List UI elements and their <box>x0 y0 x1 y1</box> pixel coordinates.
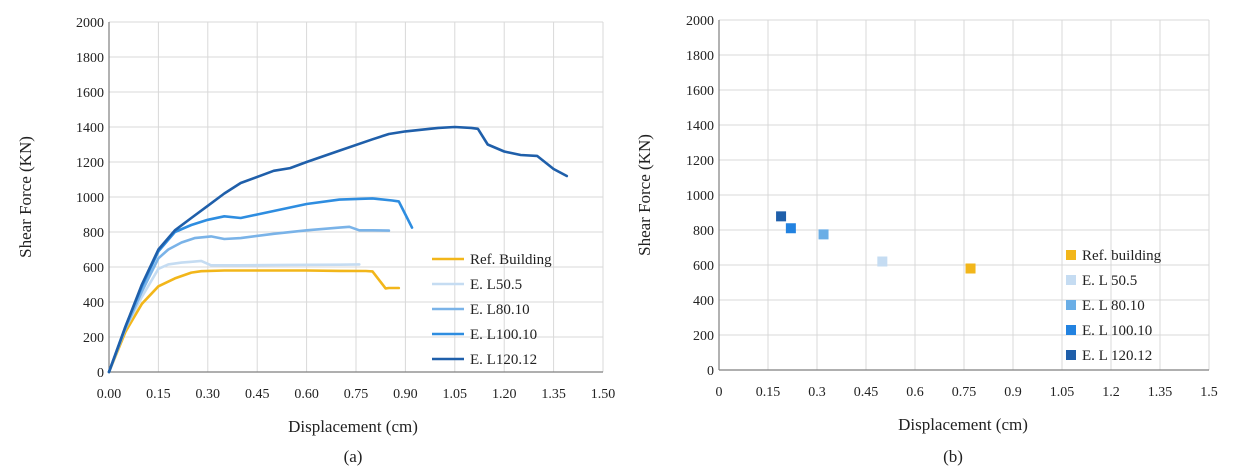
legend-label-e-l80-10: E. L80.10 <box>470 302 530 318</box>
chart-a-y-tick-label: 800 <box>83 226 104 241</box>
chart-b-y-tick-label: 1200 <box>686 154 714 169</box>
chart-b-x-tick-label: 0.9 <box>1004 385 1022 400</box>
legend-swatch-e-l-100-10 <box>1066 325 1076 335</box>
series-line-e-l50-5 <box>107 259 361 374</box>
chart-b-gridlines <box>718 19 1210 371</box>
legend-label-e-l50-5: E. L50.5 <box>470 277 522 293</box>
chart-b-y-tick-label: 1800 <box>686 49 714 64</box>
chart-a-y-tick-label: 1600 <box>76 86 104 101</box>
legend-label-e-l-50-5: E. L 50.5 <box>1082 273 1137 289</box>
chart-b-y-tick-label: 400 <box>693 294 714 309</box>
chart-a-x-axis-title: Displacement (cm) <box>288 417 418 436</box>
chart-a-y-tick-label: 1200 <box>76 156 104 171</box>
chart-a-legend: Ref. Building E. L50.5 E. L80.10 E. L100.10… <box>432 252 552 368</box>
series-line-e-l100-10 <box>107 197 414 374</box>
chart-a-x-tick-label: 0.90 <box>393 387 418 402</box>
data-point-e-l-50-5 <box>877 256 888 267</box>
legend-swatch-e-l-80-10 <box>1066 300 1076 310</box>
series-line-e-l120-12 <box>107 125 569 374</box>
chart-a-y-tick-label: 1000 <box>76 191 104 206</box>
chart-a-x-tick-label: 0.45 <box>245 387 270 402</box>
chart-a-x-tick-label: 0.15 <box>146 387 171 402</box>
chart-a-x-tick-label: 1.05 <box>443 387 468 402</box>
chart-b-y-tick-label: 800 <box>693 224 714 239</box>
chart-b-y-tick-label: 2000 <box>686 14 714 29</box>
chart-a-axes <box>108 22 603 373</box>
chart-a-y-tick-label: 600 <box>83 261 104 276</box>
chart-b-x-tick-label: 0.45 <box>854 385 879 400</box>
data-point-ref-building <box>965 263 976 274</box>
chart-b-y-tick-label: 200 <box>693 329 714 344</box>
chart-b-x-tick-label: 0 <box>716 385 723 400</box>
chart-a-y-tick-label: 400 <box>83 296 104 311</box>
chart-a-ticks: 0.00 0.15 0.30 0.45 0.60 0.75 0.90 1.05 1.20 1.35… <box>76 16 615 402</box>
chart-b-points <box>776 211 976 274</box>
chart-b-y-tick-label: 1600 <box>686 84 714 99</box>
legend-swatch-e-l-120-12 <box>1066 350 1076 360</box>
series-line-e-l80-10 <box>107 225 391 374</box>
chart-b-caption: (b) <box>943 447 963 466</box>
chart-b-x-tick-label: 1.2 <box>1102 385 1120 400</box>
chart-a: 0.00 0.15 0.30 0.45 0.60 0.75 0.90 1.05 1.20 1.35… <box>16 16 615 466</box>
legend-label-e-l120-12: E. L120.12 <box>470 352 537 368</box>
data-point-e-l-100-10 <box>785 223 796 234</box>
legend-label-e-l-80-10: E. L 80.10 <box>1082 298 1145 314</box>
chart-a-lines <box>107 125 569 374</box>
chart-a-gridlines <box>108 21 604 373</box>
chart-b-y-tick-label: 1400 <box>686 119 714 134</box>
chart-a-x-tick-label: 1.50 <box>591 387 616 402</box>
chart-b-x-tick-label: 0.15 <box>756 385 781 400</box>
data-point-e-l-120-12 <box>776 211 787 222</box>
chart-b-y-axis-title: Shear Force (KN) <box>635 134 654 256</box>
legend-label-e-l-100-10: E. L 100.10 <box>1082 323 1152 339</box>
chart-b-y-tick-label: 600 <box>693 259 714 274</box>
chart-a-caption: (a) <box>344 447 363 466</box>
chart-a-y-tick-label: 200 <box>83 331 104 346</box>
chart-b-x-tick-label: 1.05 <box>1050 385 1075 400</box>
chart-a-x-tick-label: 0.30 <box>196 387 221 402</box>
legend-swatch-e-l-50-5 <box>1066 275 1076 285</box>
legend-label-e-l-120-12: E. L 120.12 <box>1082 348 1152 364</box>
chart-b-x-tick-label: 0.3 <box>808 385 826 400</box>
chart-b-x-tick-label: 0.6 <box>906 385 924 400</box>
chart-b-x-tick-label: 0.75 <box>952 385 977 400</box>
legend-swatch-ref-building <box>1066 250 1076 260</box>
series-line-ref-building <box>107 269 401 374</box>
chart-b-y-tick-label: 1000 <box>686 189 714 204</box>
chart-a-y-tick-label: 0 <box>97 366 104 381</box>
data-point-e-l-80-10 <box>818 229 829 240</box>
chart-b-ticks: 0 0.15 0.3 0.45 0.6 0.75 0.9 1.05 1.2 1.35 1.5 0 200… <box>686 14 1218 400</box>
chart-b-y-tick-label: 0 <box>707 364 714 379</box>
chart-b-legend: Ref. building E. L 50.5 E. L 80.10 E. L 100… <box>1066 248 1162 364</box>
chart-a-y-tick-label: 1400 <box>76 121 104 136</box>
chart-b-x-tick-label: 1.35 <box>1148 385 1173 400</box>
chart-a-y-axis-title: Shear Force (KN) <box>16 136 35 258</box>
chart-a-y-tick-label: 2000 <box>76 16 104 31</box>
chart-a-x-tick-label: 0.60 <box>294 387 319 402</box>
chart-b-x-tick-label: 1.5 <box>1200 385 1218 400</box>
chart-a-x-tick-label: 0.75 <box>344 387 369 402</box>
chart-b: 0 0.15 0.3 0.45 0.6 0.75 0.9 1.05 1.2 1.35 1.5 0 200… <box>635 14 1218 466</box>
legend-label-e-l100-10: E. L100.10 <box>470 327 537 343</box>
chart-b-axes <box>718 20 1209 371</box>
chart-a-x-tick-label: 1.20 <box>492 387 517 402</box>
chart-a-x-tick-label: 0.00 <box>97 387 122 402</box>
legend-label-ref-building: Ref. building <box>1082 248 1162 264</box>
chart-a-y-tick-label: 1800 <box>76 51 104 66</box>
legend-label-ref-building: Ref. Building <box>470 252 552 268</box>
chart-b-x-axis-title: Displacement (cm) <box>898 415 1028 434</box>
chart-a-x-tick-label: 1.35 <box>541 387 566 402</box>
